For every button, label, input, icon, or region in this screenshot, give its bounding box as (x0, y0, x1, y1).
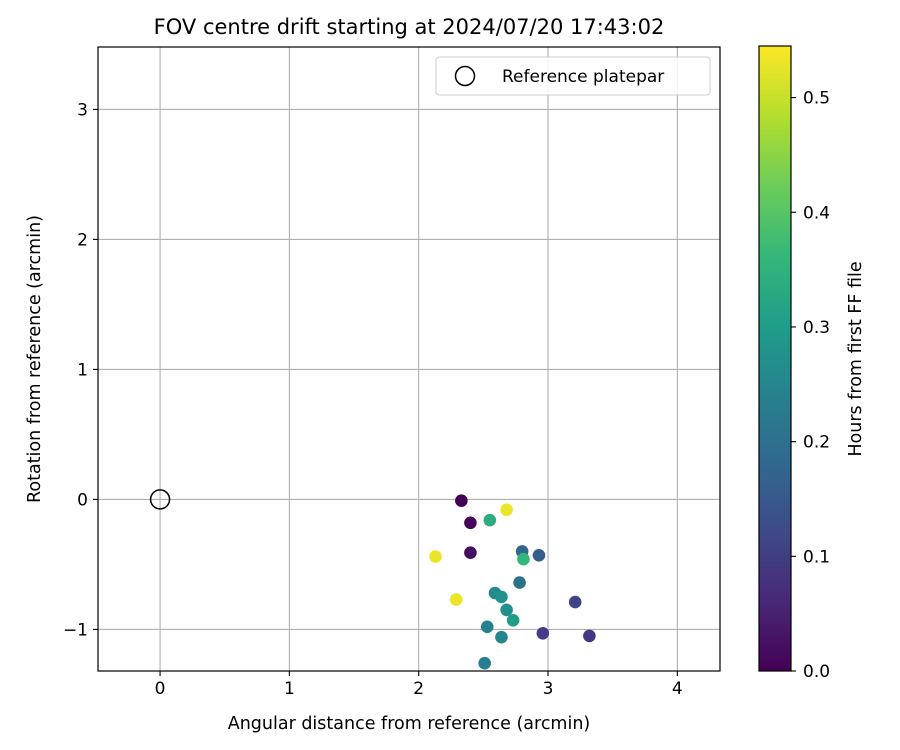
y-tick-label: 1 (77, 360, 88, 380)
colorbar-label: Hours from first FF file (846, 261, 866, 456)
colorbar-tick-label: 0.5 (803, 89, 830, 109)
colorbar: 0.0 0.1 0.2 0.3 0.4 0.5 Hours from first FF fi… (758, 45, 866, 682)
scatter-point (478, 656, 491, 670)
scatter-point (583, 629, 596, 643)
legend: Reference platepar (435, 56, 711, 96)
scatter-point (500, 503, 513, 517)
scatter-point (536, 627, 550, 640)
reference-point (149, 489, 171, 510)
y-tick-label: 3 (77, 100, 88, 120)
scatter-point (513, 576, 526, 589)
scatter-point (517, 552, 530, 566)
x-axis-label: Angular distance from reference (arcmin) (228, 714, 591, 734)
x-tick-label: 2 (413, 679, 424, 699)
x-tick-label: 4 (672, 679, 683, 699)
plot-area: 0 1 2 3 4 −1 0 1 2 3 Reference platepar (63, 46, 721, 699)
scatter-point (464, 516, 477, 530)
y-axis-label: Rotation from reference (arcmin) (25, 215, 45, 503)
colorbar-tick-label: 0.1 (803, 547, 830, 567)
chart-title: FOV centre drift starting at 2024/07/20 … (154, 15, 665, 39)
colorbar-tick-label: 0.4 (803, 203, 830, 223)
scatter-point (429, 550, 442, 563)
axes-frame (97, 46, 721, 672)
scatter-point (464, 546, 477, 559)
legend-label: Reference platepar (502, 67, 664, 87)
scatter-point (500, 603, 513, 617)
scatter-point (506, 614, 520, 627)
x-tick-label: 1 (284, 679, 295, 699)
legend-box (435, 56, 711, 96)
scatter-point (480, 620, 494, 634)
colorbar-tick-label: 0.3 (803, 318, 830, 338)
colorbar-tick-label: 0.2 (803, 433, 830, 453)
scatter-point (483, 513, 497, 527)
y-tick-label: −1 (63, 620, 88, 640)
x-tick-label: 0 (155, 679, 166, 699)
x-tick-label: 3 (543, 679, 554, 699)
y-tick-label: 0 (77, 490, 88, 510)
scatter-point (455, 494, 468, 508)
scatter-point (495, 590, 508, 604)
scatter-point (568, 595, 582, 609)
colorbar-tick-label: 0.0 (803, 662, 830, 682)
colorbar-bar (758, 45, 792, 672)
legend-marker (454, 65, 476, 87)
scatter-point (449, 593, 463, 606)
scatter-point (495, 630, 508, 644)
scatter-point (532, 549, 546, 562)
y-tick-label: 2 (77, 230, 88, 250)
